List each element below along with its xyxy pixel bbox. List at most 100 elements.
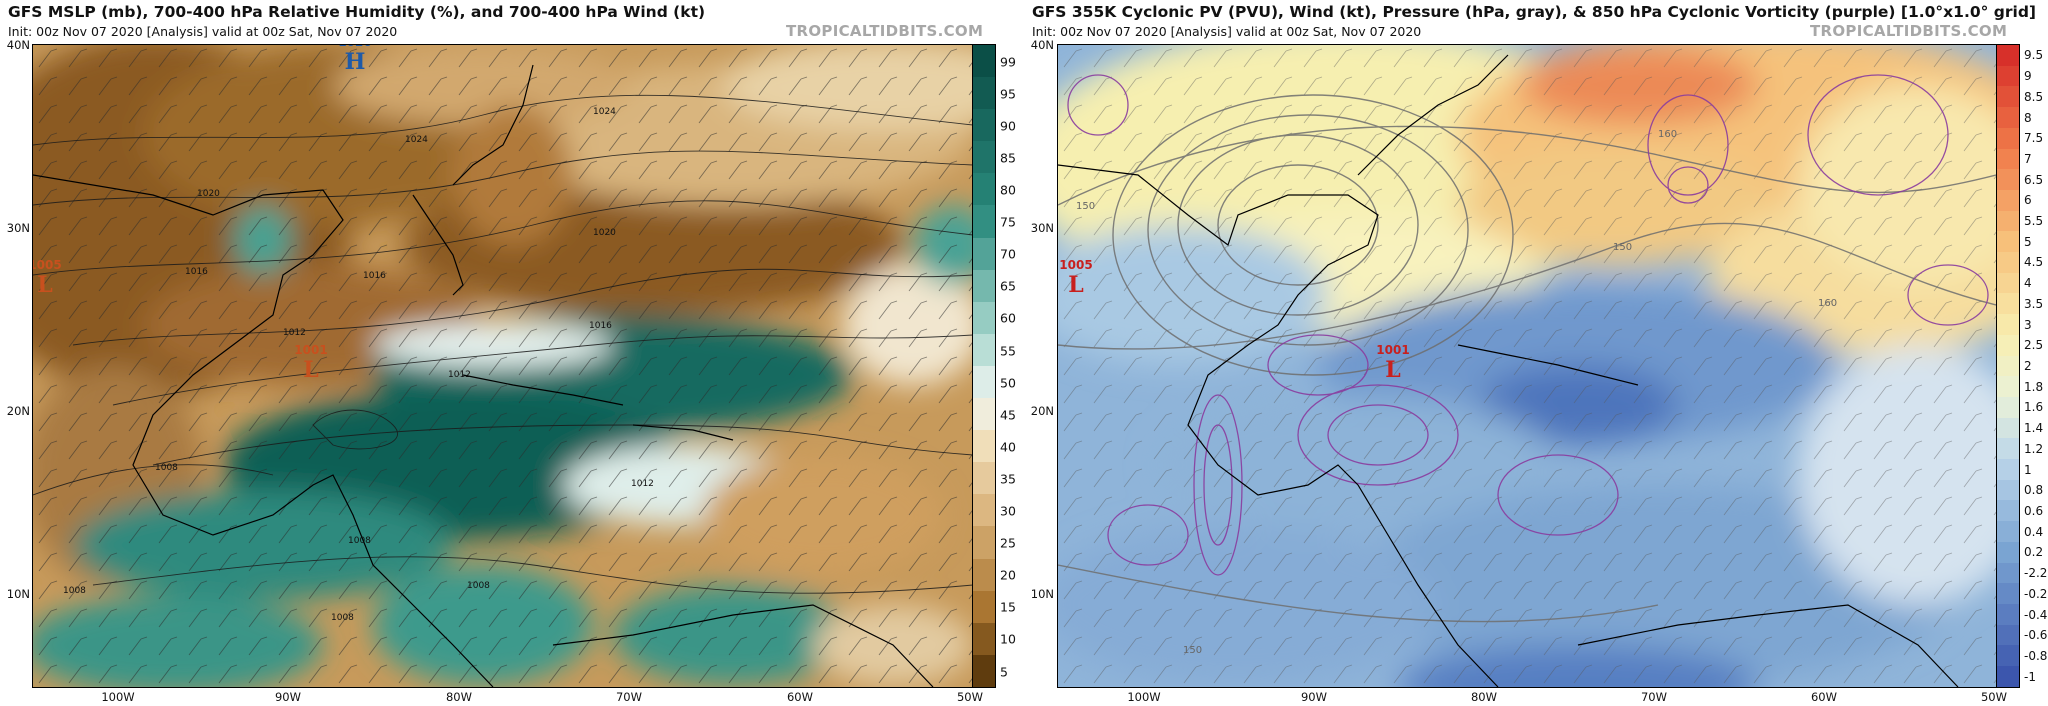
colorbar-tick: 60 (1000, 310, 1016, 326)
colorbar-swatch (1997, 189, 2019, 211)
colorbar-swatch (1997, 148, 2019, 170)
colorbar-tick: 30 (1000, 503, 1016, 519)
lon-label: 60W (1810, 690, 1838, 704)
lon-label: 70W (615, 690, 643, 704)
contour-label: 150 (1613, 242, 1633, 253)
colorbar-swatch (1997, 500, 2019, 522)
rh-colorbar (972, 44, 996, 688)
colorbar-tick: 5 (1000, 664, 1008, 680)
colorbar-tick: 4.5 (2024, 255, 2044, 270)
colorbar-tick: -0.8 (2024, 648, 2048, 663)
colorbar-swatch (973, 462, 995, 495)
colorbar-swatch (1997, 252, 2019, 273)
brand-watermark: TROPICALTIDBITS.COM (786, 22, 984, 40)
colorbar-tick: 6.5 (2024, 172, 2044, 187)
contour-label: 1008 (63, 586, 86, 596)
pv-colorbar (1996, 44, 2020, 688)
colorbar-tick: 2.5 (2024, 338, 2044, 353)
contour-label: 150 (1183, 645, 1203, 656)
colorbar-swatch (1997, 272, 2019, 294)
contour-label: 1012 (448, 370, 471, 380)
colorbar-swatch (1997, 376, 2019, 397)
contour-label: 1016 (363, 271, 386, 281)
colorbar-tick: 1 (2024, 462, 2032, 477)
colorbar-swatch (973, 269, 995, 302)
lon-label: 100W (101, 690, 135, 704)
colorbar-tick: 5 (2024, 234, 2032, 249)
colorbar-swatch (1997, 107, 2019, 128)
pv-panel: GFS 355K Cyclonic PV (PVU), Wind (kt), P… (1024, 0, 2048, 706)
high-pressure-center: 1026 H (338, 45, 371, 75)
colorbar-swatch (973, 430, 995, 463)
colorbar-swatch (1997, 438, 2019, 460)
contour-label: 1024 (405, 135, 428, 145)
lon-label: 60W (786, 690, 814, 704)
colorbar-tick: 1.4 (2024, 421, 2044, 436)
lon-label: 80W (445, 690, 473, 704)
colorbar-swatch (973, 205, 995, 238)
lat-label: 30N (1030, 221, 1054, 235)
colorbar-tick: 75 (1000, 214, 1016, 230)
colorbar-tick: 9 (2024, 69, 2032, 84)
lat-label: 20N (6, 404, 30, 418)
colorbar-swatch (973, 590, 995, 623)
colorbar-swatch (1997, 169, 2019, 190)
colorbar-tick: 1.2 (2024, 441, 2044, 456)
colorbar-tick: 0.4 (2024, 524, 2044, 539)
colorbar-swatch (1997, 645, 2019, 667)
colorbar-swatch (1997, 583, 2019, 604)
rh-map-svg (33, 45, 973, 687)
colorbar-swatch (973, 398, 995, 431)
colorbar-tick: -0.2 (2024, 586, 2048, 601)
colorbar-tick: -0.6 (2024, 628, 2048, 643)
colorbar-swatch (973, 77, 995, 110)
colorbar-tick: 1.8 (2024, 379, 2044, 394)
colorbar-tick: 5.5 (2024, 214, 2044, 229)
colorbar-swatch (1997, 479, 2019, 501)
colorbar-tick: 3.5 (2024, 296, 2044, 311)
low-pressure-center: 1001 L (294, 343, 328, 383)
colorbar-tick: 0.2 (2024, 545, 2044, 560)
colorbar-swatch (1997, 45, 2019, 66)
lon-label: 80W (1470, 690, 1498, 704)
colorbar-tick: 2 (2024, 359, 2032, 374)
contour-label: 1020 (593, 228, 616, 238)
pv-map-svg (1058, 45, 1996, 687)
colorbar-tick: 0.6 (2024, 504, 2044, 518)
colorbar-swatch (973, 301, 995, 334)
colorbar-swatch (1997, 293, 2019, 315)
colorbar-swatch (1997, 314, 2019, 335)
brand-watermark: TROPICALTIDBITS.COM (1810, 22, 2008, 40)
rh-map: 1026 H 1005 L 1001 L 1024 1024 1020 1020… (32, 44, 974, 688)
contour-label: 160 (1818, 298, 1838, 309)
lon-label: 70W (1640, 690, 1668, 704)
lon-label: 90W (274, 690, 302, 704)
lat-label: 10N (1030, 587, 1054, 601)
contour-label: 1016 (185, 267, 208, 277)
colorbar-swatch (1997, 459, 2019, 480)
colorbar-swatch (973, 622, 995, 655)
colorbar-tick: 9.5 (2024, 48, 2044, 63)
contour-label: 1024 (593, 107, 616, 117)
colorbar-tick: 15 (1000, 599, 1016, 615)
colorbar-swatch (1997, 86, 2019, 108)
colorbar-tick: -1 (2024, 669, 2036, 684)
contour-label: 1008 (331, 613, 354, 623)
lon-label: 50W (956, 690, 984, 704)
colorbar-tick: 65 (1000, 278, 1016, 294)
colorbar-tick: -2.2 (2024, 566, 2048, 581)
colorbar-tick: 7.5 (2024, 131, 2044, 146)
colorbar-tick: 40 (1000, 439, 1016, 455)
panel-subtitle: Init: 00z Nov 07 2020 [Analysis] valid a… (8, 24, 398, 39)
colorbar-tick: 99 (1000, 54, 1016, 70)
colorbar-swatch (1997, 355, 2019, 377)
colorbar-tick: 35 (1000, 471, 1016, 487)
lat-label: 30N (6, 221, 30, 235)
colorbar-tick: 25 (1000, 535, 1016, 551)
colorbar-tick: 8 (2024, 110, 2032, 125)
contour-label: 1008 (348, 536, 371, 546)
panel-title: GFS 355K Cyclonic PV (PVU), Wind (kt), P… (1032, 3, 2037, 21)
colorbar-tick: 80 (1000, 182, 1016, 198)
panel-title: GFS MSLP (mb), 700-400 hPa Relative Humi… (8, 3, 706, 21)
colorbar-swatch (973, 173, 995, 206)
